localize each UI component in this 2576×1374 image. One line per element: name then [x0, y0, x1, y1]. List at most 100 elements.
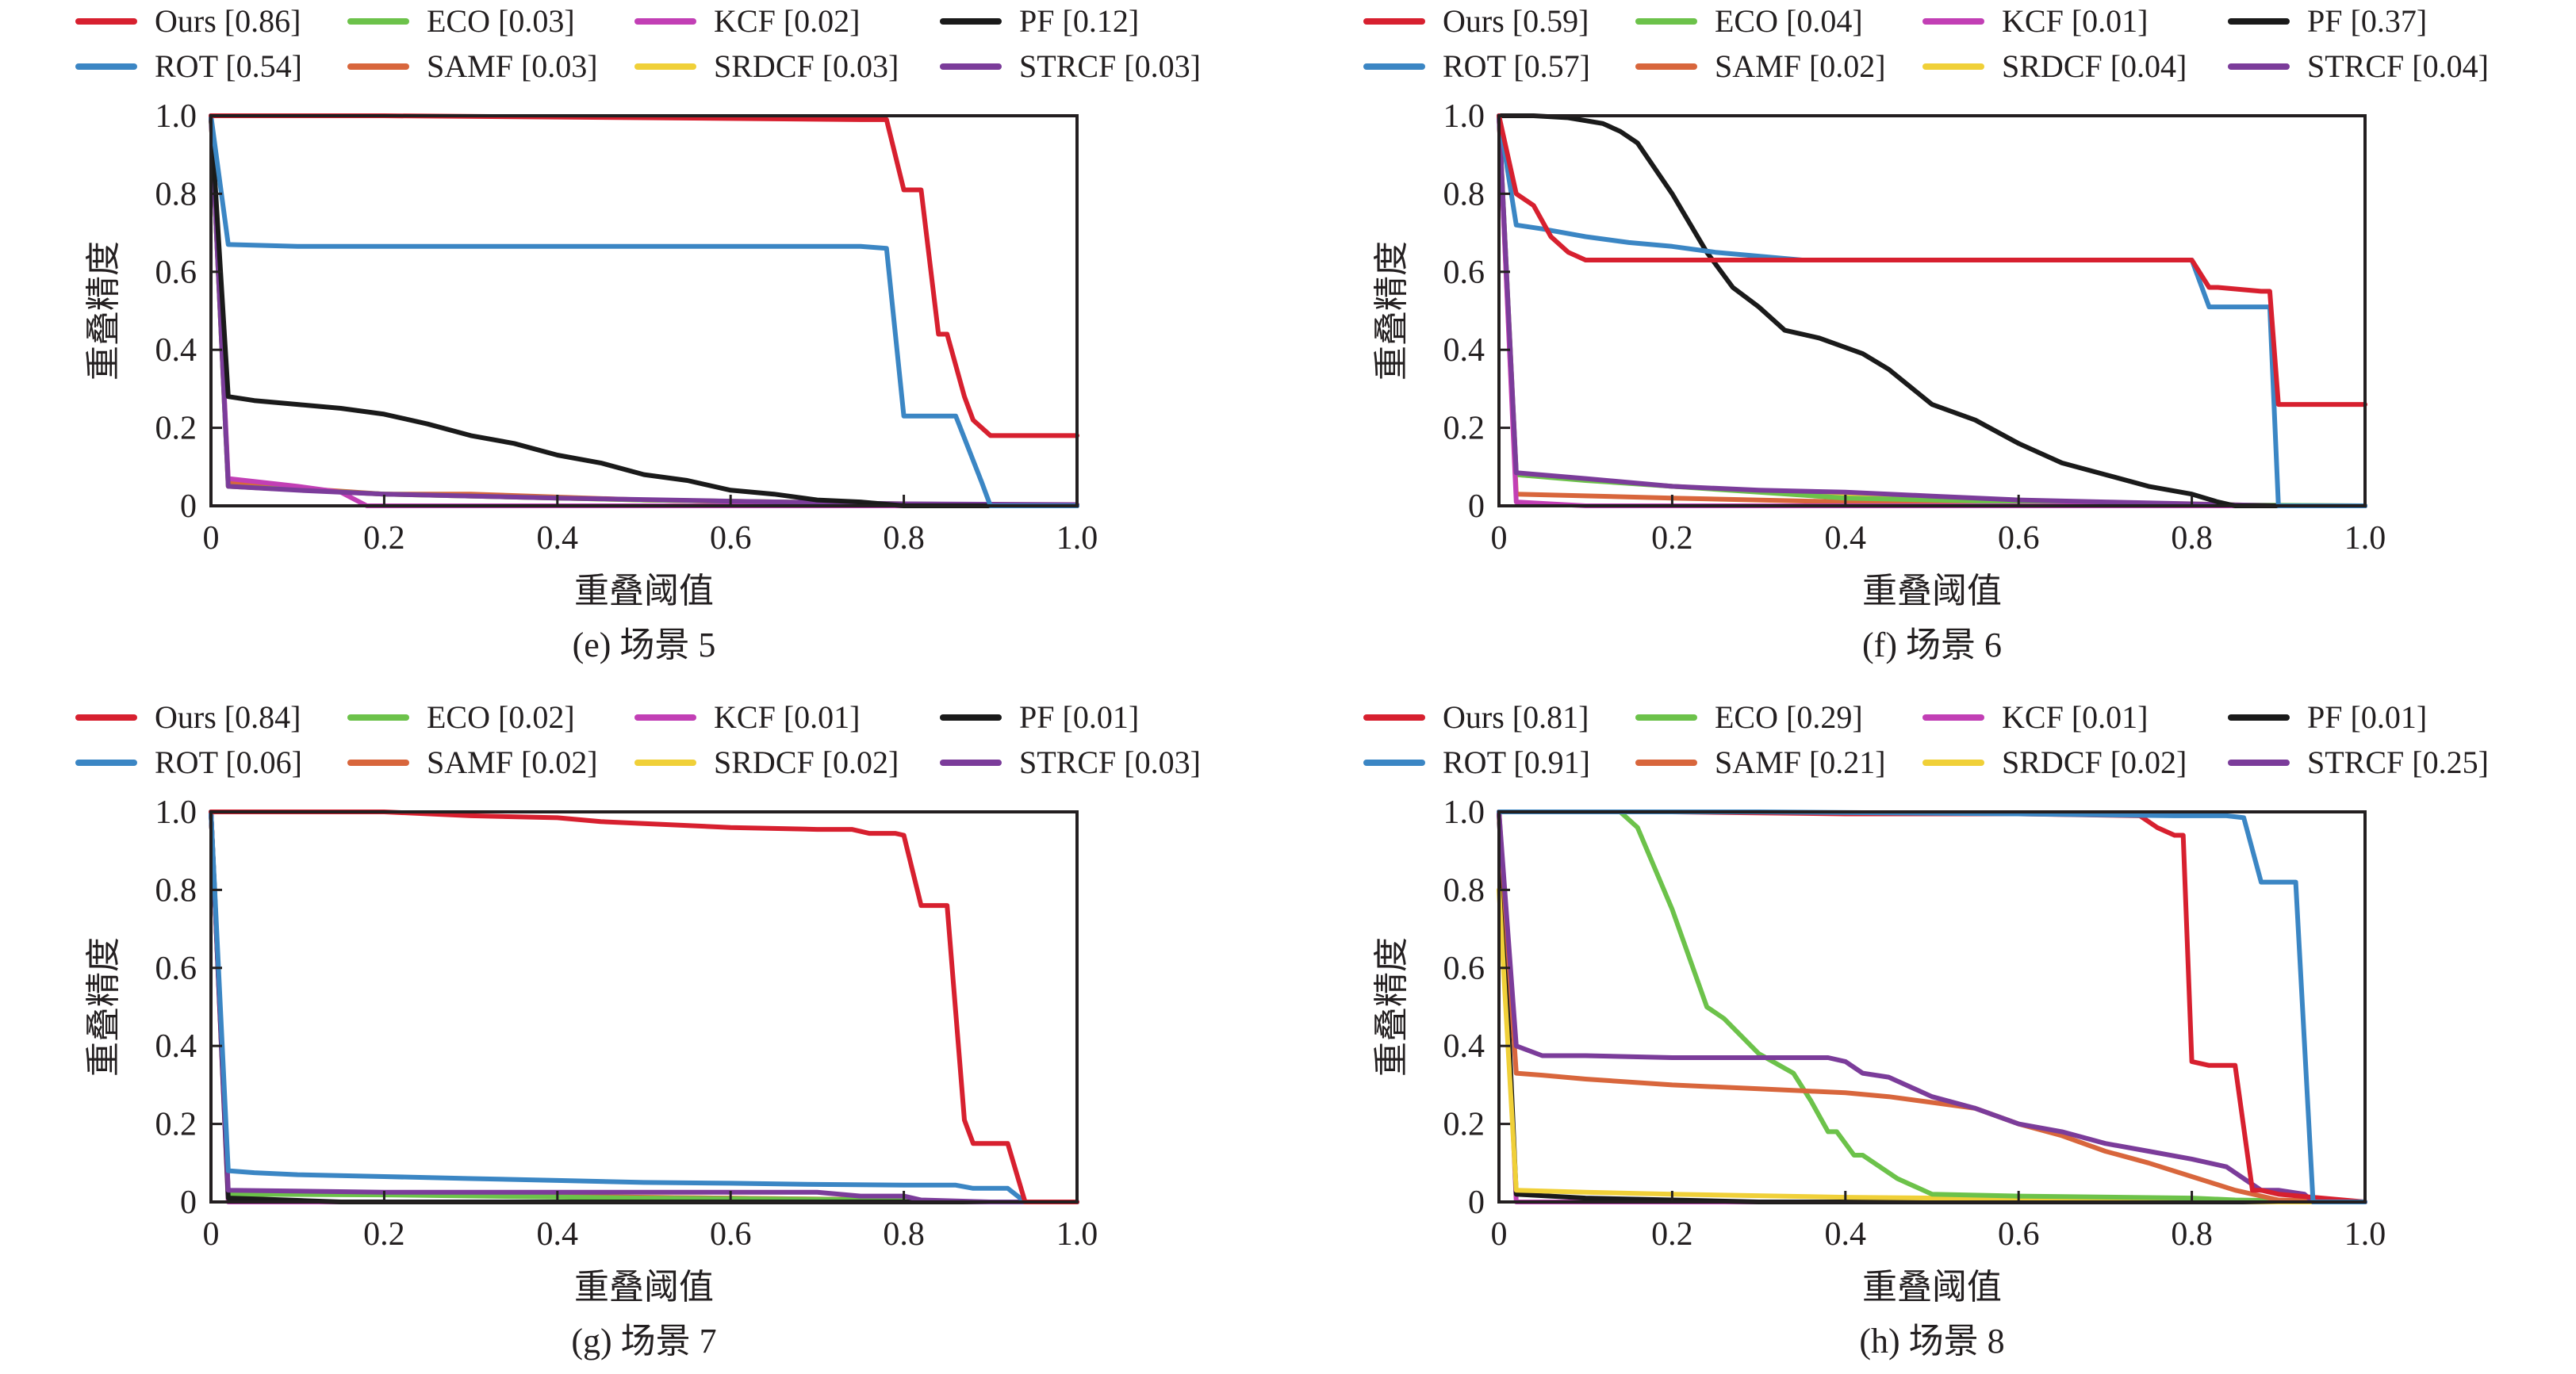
legend-label: SAMF [0.03]: [427, 48, 598, 84]
legend-swatch: [1363, 17, 1425, 25]
y-tick-label: 0.6: [155, 255, 197, 291]
series-line-strcf: [1497, 809, 2367, 1204]
series-line-samf: [1497, 113, 2367, 508]
x-tick-label: 0.2: [1651, 1216, 1693, 1253]
x-tick-label: 0.6: [1998, 1216, 2040, 1253]
chart-panel-h: Ours [0.81] ECO [0.29] KCF [0.01] PF [0.01]…: [1288, 696, 2576, 1374]
plot-svg: 0 0.2 0.4 0.6 0.8 1.0 0 0.2 0.4 0.6 0.8 1.0 重叠阈值 重叠精度…: [1372, 98, 2386, 664]
legend-item-rot: ROT [0.06]: [75, 744, 302, 781]
legend-item-rot: ROT [0.54]: [75, 48, 302, 85]
series-line-kcf: [1497, 113, 2367, 508]
legend-item-samf: SAMF [0.03]: [347, 48, 598, 85]
x-tick-label: 1.0: [2344, 1216, 2386, 1253]
legend-item-srdcf: SRDCF [0.02]: [1922, 744, 2187, 781]
legend-item-eco: ECO [0.02]: [347, 698, 575, 736]
series-line-samf: [1497, 809, 2367, 1204]
x-tick-label: 1.0: [1056, 1216, 1098, 1253]
legend-item-kcf: KCF [0.01]: [1922, 698, 2148, 736]
y-axis-title: 重叠精度: [84, 241, 123, 381]
series-line-strcf: [1497, 113, 2367, 508]
x-tick-label: 0: [203, 1216, 220, 1253]
x-axis-title: 重叠阈值: [1862, 1268, 2002, 1307]
y-tick-label: 1.0: [155, 794, 197, 831]
legend-label: ROT [0.57]: [1443, 48, 1590, 84]
series-line-pf: [209, 809, 1079, 1204]
legend-label: PF [0.37]: [2307, 3, 2428, 39]
legend-swatch: [940, 63, 1002, 70]
legend-swatch: [75, 63, 137, 70]
chart-panel-g: Ours [0.84] ECO [0.02] KCF [0.01] PF [0.01]…: [0, 696, 1288, 1374]
chart-panel-e: Ours [0.86] ECO [0.03] KCF [0.02] PF [0.12]…: [0, 0, 1288, 678]
legend-item-ours: Ours [0.86]: [75, 2, 301, 40]
legend-swatch: [634, 759, 696, 766]
legend-label: ROT [0.54]: [155, 48, 302, 84]
legend-item-eco: ECO [0.29]: [1635, 698, 1863, 736]
legend-item-kcf: KCF [0.02]: [634, 2, 860, 40]
legend-label: SRDCF [0.02]: [714, 744, 899, 780]
series-line-pf: [1497, 809, 2367, 1204]
y-tick-label: 0.4: [155, 332, 197, 369]
legend-swatch: [1363, 759, 1425, 766]
plot-svg: 0 0.2 0.4 0.6 0.8 1.0 0 0.2 0.4 0.6 0.8 1.0 重叠阈值 重叠精度…: [1372, 794, 2386, 1361]
y-tick-label: 0: [180, 488, 197, 525]
series-line-pf: [1497, 113, 2367, 508]
x-tick-label: 0.4: [1825, 1216, 1867, 1253]
legend-item-pf: PF [0.37]: [2228, 2, 2427, 40]
legend-item-srdcf: SRDCF [0.03]: [634, 48, 899, 85]
legend-item-kcf: KCF [0.01]: [634, 698, 860, 736]
legend-item-strcf: STRCF [0.25]: [2228, 744, 2489, 781]
x-tick-label: 1.0: [1056, 520, 1098, 557]
legend-label: KCF [0.01]: [714, 699, 861, 735]
y-tick-label: 0.8: [155, 176, 197, 212]
legend-label: PF [0.01]: [2307, 699, 2428, 735]
legend-item-pf: PF [0.12]: [940, 2, 1139, 40]
legend-label: SAMF [0.02]: [427, 744, 598, 780]
series-line-srdcf: [209, 113, 1079, 508]
legend-label: STRCF [0.03]: [1019, 48, 1201, 84]
series-line-rot: [1497, 113, 2367, 508]
legend-item-eco: ECO [0.04]: [1635, 2, 1863, 40]
legend-swatch: [2228, 714, 2290, 721]
series-line-kcf: [209, 113, 1079, 508]
legend-label: Ours [0.81]: [1443, 699, 1589, 735]
legend-item-strcf: STRCF [0.03]: [940, 744, 1201, 781]
legend-item-ours: Ours [0.81]: [1363, 698, 1589, 736]
y-tick-label: 0.6: [155, 951, 197, 987]
legend-swatch: [634, 714, 696, 721]
x-tick-label: 0.6: [1998, 520, 2040, 557]
series-group: [1497, 113, 2367, 508]
legend-item-samf: SAMF [0.02]: [347, 744, 598, 781]
y-tick-label: 0.8: [1443, 176, 1485, 212]
legend-swatch: [1922, 759, 1984, 766]
legend-swatch: [940, 17, 1002, 25]
legend-item-srdcf: SRDCF [0.02]: [634, 744, 899, 781]
series-line-samf: [209, 809, 1079, 1204]
y-tick-label: 0.8: [1443, 872, 1485, 909]
legend-swatch: [940, 759, 1002, 766]
x-tick-label: 0: [1491, 1216, 1508, 1253]
series-line-strcf: [209, 809, 1079, 1204]
y-tick-label: 0: [180, 1185, 197, 1221]
legend-label: PF [0.01]: [1019, 699, 1140, 735]
legend-swatch: [347, 714, 409, 721]
y-tick-label: 0.2: [155, 411, 197, 447]
series-line-rot: [209, 809, 1079, 1204]
legend-swatch: [634, 63, 696, 70]
x-tick-label: 0: [203, 520, 220, 557]
series-line-eco: [209, 809, 1079, 1204]
legend-swatch: [940, 714, 1002, 721]
series-line-srdcf: [1497, 887, 2367, 1204]
series-line-srdcf: [1497, 113, 2367, 508]
x-tick-label: 1.0: [2344, 520, 2386, 557]
legend-item-rot: ROT [0.57]: [1363, 48, 1590, 85]
y-tick-label: 0.6: [1443, 951, 1485, 987]
y-tick-label: 0.2: [155, 1107, 197, 1143]
legend-label: STRCF [0.03]: [1019, 744, 1201, 780]
x-tick-label: 0.2: [1651, 520, 1693, 557]
series-line-samf: [209, 113, 1079, 508]
series-line-kcf: [1497, 809, 2367, 1204]
legend-label: STRCF [0.25]: [2307, 744, 2489, 780]
series-line-ours: [1497, 113, 2367, 408]
x-tick-label: 0.4: [537, 520, 579, 557]
legend-label: KCF [0.01]: [2002, 699, 2149, 735]
